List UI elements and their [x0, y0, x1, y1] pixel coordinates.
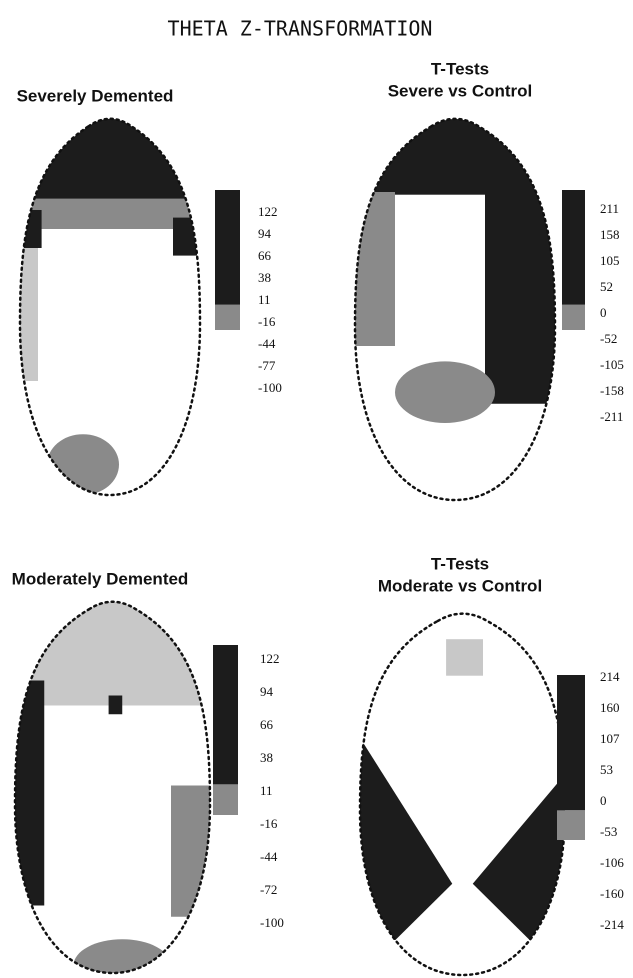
scale-label: -52: [600, 331, 617, 346]
region: [355, 110, 555, 195]
scale-label: 122: [260, 651, 280, 666]
scale-label: 66: [258, 248, 272, 263]
panel-title: Moderately Demented: [12, 569, 189, 588]
scale-label: 11: [260, 783, 273, 798]
panel-title: Severely Demented: [17, 86, 174, 105]
region: [171, 786, 210, 917]
scale-label: 66: [260, 717, 274, 732]
scale-label: -106: [600, 855, 624, 870]
scale-label: 94: [260, 684, 274, 699]
scale-label: 0: [600, 793, 607, 808]
scale-label: 38: [258, 270, 271, 285]
scale-label: 122: [258, 204, 278, 219]
scale-label: -105: [600, 357, 624, 372]
region: [15, 681, 44, 906]
region: [20, 110, 200, 201]
figure-title: THETA Z-TRANSFORMATION: [168, 17, 433, 41]
scale-label: -214: [600, 917, 624, 932]
scale-label: 211: [600, 201, 619, 216]
scale-label: 158: [600, 227, 620, 242]
scale-label: -100: [258, 380, 282, 395]
scale-label: 38: [260, 750, 273, 765]
region: [47, 434, 119, 495]
scale-bar-dark: [215, 190, 240, 305]
figure: THETA Z-TRANSFORMATION Severely Demented…: [0, 0, 633, 978]
scale-bar-gray: [562, 305, 585, 330]
region: [485, 192, 555, 404]
scale-bar-gray: [557, 810, 585, 840]
scale-label: -160: [600, 886, 624, 901]
scale-bar-gray: [215, 305, 240, 330]
scale-label: -16: [258, 314, 276, 329]
scale-label: 53: [600, 762, 613, 777]
scale-label: -100: [260, 915, 284, 930]
panel-title: Severe vs Control: [388, 81, 533, 100]
scale-label: 160: [600, 700, 620, 715]
scale-bar-dark: [557, 675, 585, 810]
scale-label: -44: [258, 336, 276, 351]
scale-label: -16: [260, 816, 278, 831]
scale-label: 214: [600, 669, 620, 684]
scale-label: 11: [258, 292, 271, 307]
scale-label: 107: [600, 731, 620, 746]
scale-bar-gray: [213, 784, 238, 815]
region: [109, 696, 123, 715]
region: [395, 361, 495, 423]
scale-label: 94: [258, 226, 272, 241]
scale-label: 105: [600, 253, 620, 268]
panel-title: T-Tests: [431, 554, 489, 573]
scale-label: -44: [260, 849, 278, 864]
scale-label: 0: [600, 305, 607, 320]
scale-label: -77: [258, 358, 276, 373]
region: [446, 639, 483, 676]
scale-label: -158: [600, 383, 624, 398]
region: [355, 192, 395, 346]
scale-label: 52: [600, 279, 613, 294]
scale-bar-dark: [213, 645, 238, 784]
panel-title: Moderate vs Control: [378, 576, 542, 595]
scale-label: -53: [600, 824, 617, 839]
panel-title: T-Tests: [431, 59, 489, 78]
scale-label: -72: [260, 882, 277, 897]
scale-label: -211: [600, 409, 623, 424]
scale-bar-dark: [562, 190, 585, 305]
